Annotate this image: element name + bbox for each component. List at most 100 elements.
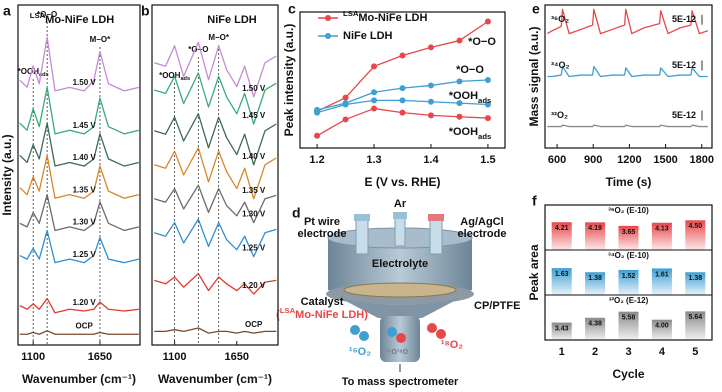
oxygen-atom: [350, 325, 360, 335]
x-tick-label: 1500: [653, 154, 677, 166]
subpanel-title: ³⁴O₂ (E-10): [608, 251, 649, 260]
bar: [651, 222, 672, 250]
x-tick-label: 1.2: [309, 154, 324, 166]
value-label: 5.58: [622, 315, 636, 322]
diagram-label: ¹⁸O₂: [441, 339, 463, 351]
bar: [685, 311, 706, 340]
oxygen-atom: [436, 329, 446, 339]
annotation: M−O*: [90, 35, 112, 44]
series-line: [154, 72, 277, 125]
x-tick-label: 900: [584, 154, 602, 166]
annotation-part: *OOH: [159, 71, 181, 80]
series-line: [19, 297, 139, 314]
series-line: [19, 154, 139, 199]
legend-marker: [325, 33, 331, 39]
diagram-label: electrode: [298, 228, 347, 240]
series-marker: [399, 109, 406, 116]
series-line: [154, 41, 277, 98]
series-line: [547, 124, 708, 128]
series-label: 1.45 V: [242, 111, 266, 120]
diagram-label: Catalyst: [301, 296, 344, 308]
legend-label: LSAMo-NiFe LDH: [343, 9, 427, 24]
series-label: 1.50 V: [73, 78, 97, 87]
x-tick-label: 1.5: [480, 154, 495, 166]
bar: [651, 319, 672, 340]
diagram-label: ¹⁶O¹⁸O: [386, 349, 409, 356]
plot-frame: [299, 11, 506, 149]
bar: [585, 272, 606, 295]
series-label: 1.40 V: [73, 153, 97, 162]
oxygen-atom: [396, 333, 406, 343]
value-label: 4.38: [588, 321, 602, 328]
series-line: [154, 184, 277, 224]
annotation-part: *O−O: [188, 45, 208, 54]
subpanel-title: ³²O₂ (E-12): [609, 296, 649, 305]
series-line: [547, 8, 708, 35]
y-axis-label: Mass signal (a.u.): [527, 26, 541, 126]
bar: [685, 272, 706, 295]
series-line: [19, 194, 139, 232]
value-label: 4.19: [588, 225, 602, 232]
x-axis-label: E (V vs. RHE): [364, 175, 440, 189]
series-label: *OOHads: [449, 126, 492, 141]
plot-frame: [151, 4, 279, 346]
bar: [551, 222, 572, 250]
annotation-part: *OOH: [18, 67, 40, 76]
series-label: ³⁶O₂: [551, 14, 569, 24]
series-label: 1.35 V: [73, 185, 97, 194]
panel-letter: c: [288, 1, 296, 17]
x-tick-label: 1.3: [366, 154, 381, 166]
diagram-label: ¹⁶O₂: [349, 346, 371, 358]
value-label: 1.38: [588, 275, 602, 282]
x-tick-label: 1650: [88, 351, 112, 363]
diagram-label: To mass spectrometer: [342, 376, 459, 388]
scale-label: 5E-12: [672, 110, 696, 120]
series-label: *O−O: [468, 36, 496, 48]
x-tick-label: 2: [592, 346, 598, 358]
diagram-cell: [326, 212, 474, 372]
series-marker: [371, 105, 378, 112]
x-tick-label: 1200: [617, 154, 641, 166]
series-label: *OOHads: [449, 90, 492, 105]
plot-frame: [17, 4, 141, 346]
series-label: OCP: [75, 321, 93, 330]
bar: [618, 225, 639, 250]
legend-label-part: LSA: [343, 9, 359, 18]
x-axis-label: Time (s): [606, 175, 652, 189]
annotation-part: M−O*: [208, 33, 230, 42]
x-axis-label: Wavenumber (cm⁻¹): [22, 372, 136, 386]
ar-inlet-cap: [393, 212, 407, 219]
annotation-part: *O−O: [37, 10, 57, 19]
diagram-label: Ar: [394, 198, 407, 210]
label-part: LSA: [280, 306, 296, 315]
series-line: [19, 122, 139, 167]
series-marker: [456, 100, 463, 107]
x-tick-label: 1100: [21, 351, 45, 363]
annotation-part: M−O*: [90, 35, 112, 44]
ag-electrode: [429, 217, 443, 255]
bar: [585, 317, 606, 340]
series-marker: [371, 63, 378, 70]
y-axis-label: Intensity (a.u.): [0, 134, 14, 215]
diagram-label: electrode: [458, 228, 507, 240]
annotation: *OOHads: [159, 71, 190, 82]
x-axis-label: Cycle: [612, 367, 644, 381]
diagram-label: CP/PTFE: [474, 300, 520, 312]
y-axis-label: Peak intensity (a.u.): [282, 24, 296, 137]
series-label: 1.20 V: [73, 298, 97, 307]
series-label: 1.30 V: [73, 218, 97, 227]
cell-cone: [340, 298, 460, 318]
series-label: 1.45 V: [73, 121, 97, 130]
x-tick-label: 4: [659, 346, 666, 358]
value-label: 1.63: [555, 271, 569, 278]
series-marker: [427, 82, 434, 89]
series-marker: [342, 101, 349, 108]
series-label-part: *OOH: [449, 126, 478, 138]
series-line: [19, 86, 139, 135]
pt-electrode-cap: [354, 214, 370, 221]
series-line: [154, 113, 277, 166]
diagram-label: Ag/AgCl: [460, 216, 503, 228]
scale-label: 5E-12: [672, 14, 696, 24]
